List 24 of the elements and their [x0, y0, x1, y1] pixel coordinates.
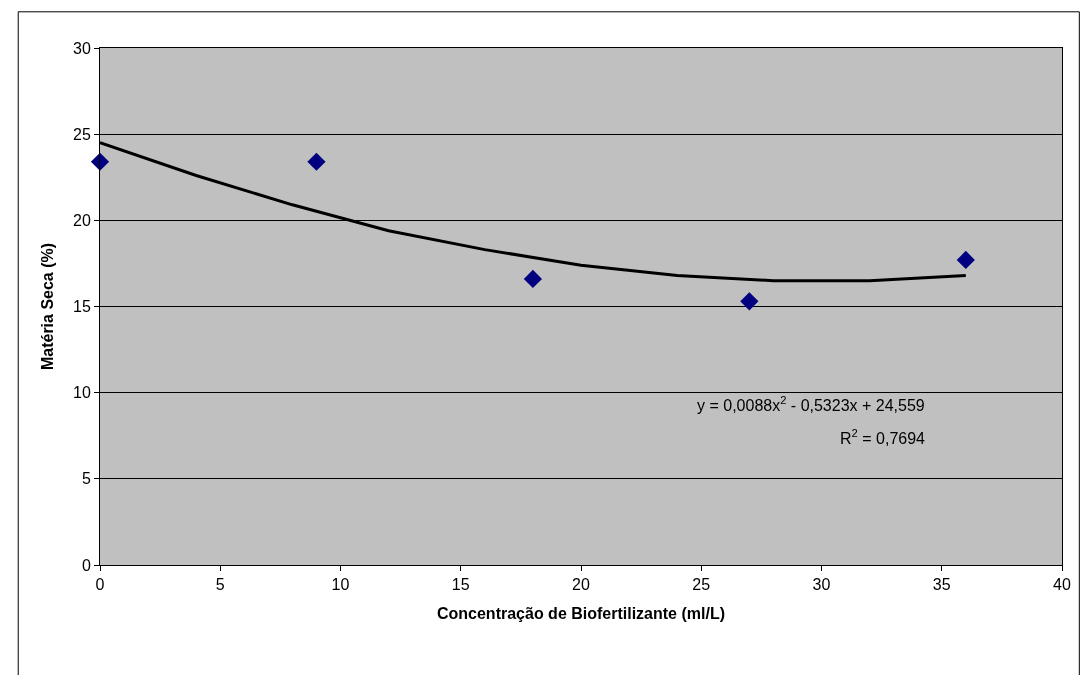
x-tick-label: 25 — [692, 576, 711, 594]
x-tick-label: 30 — [812, 576, 831, 594]
y-tick-label: 15 — [73, 298, 91, 316]
y-tick-label: 10 — [73, 384, 91, 402]
y-tick-label: 20 — [73, 211, 91, 229]
point — [307, 152, 326, 171]
y-axis-title: Matéria Seca (%) — [38, 242, 56, 371]
y-tick-label: 0 — [81, 556, 91, 574]
point — [740, 292, 759, 311]
x-tick-label: 0 — [95, 576, 105, 594]
annotation: R$^{2}$ = 0,7694 — [840, 427, 926, 447]
y-tick-label: 5 — [81, 470, 91, 488]
x-axis-title: Concentração de Biofertilizante (ml/L) — [436, 604, 726, 622]
point — [523, 269, 542, 289]
x-tick-label: 35 — [932, 576, 951, 594]
x-tick-label: 15 — [451, 576, 470, 594]
x-tick-label: 40 — [1053, 576, 1071, 594]
y-tick-label: 30 — [73, 39, 91, 57]
x-tick-label: 20 — [572, 576, 590, 594]
annotation: y = 0,0088x$^{2}$ - 0,5323x + 24,559 — [697, 394, 925, 414]
y-tick-label: 25 — [73, 125, 91, 143]
point — [956, 250, 975, 270]
x-tick-label: 5 — [215, 576, 225, 594]
x-tick-label: 10 — [331, 576, 350, 594]
